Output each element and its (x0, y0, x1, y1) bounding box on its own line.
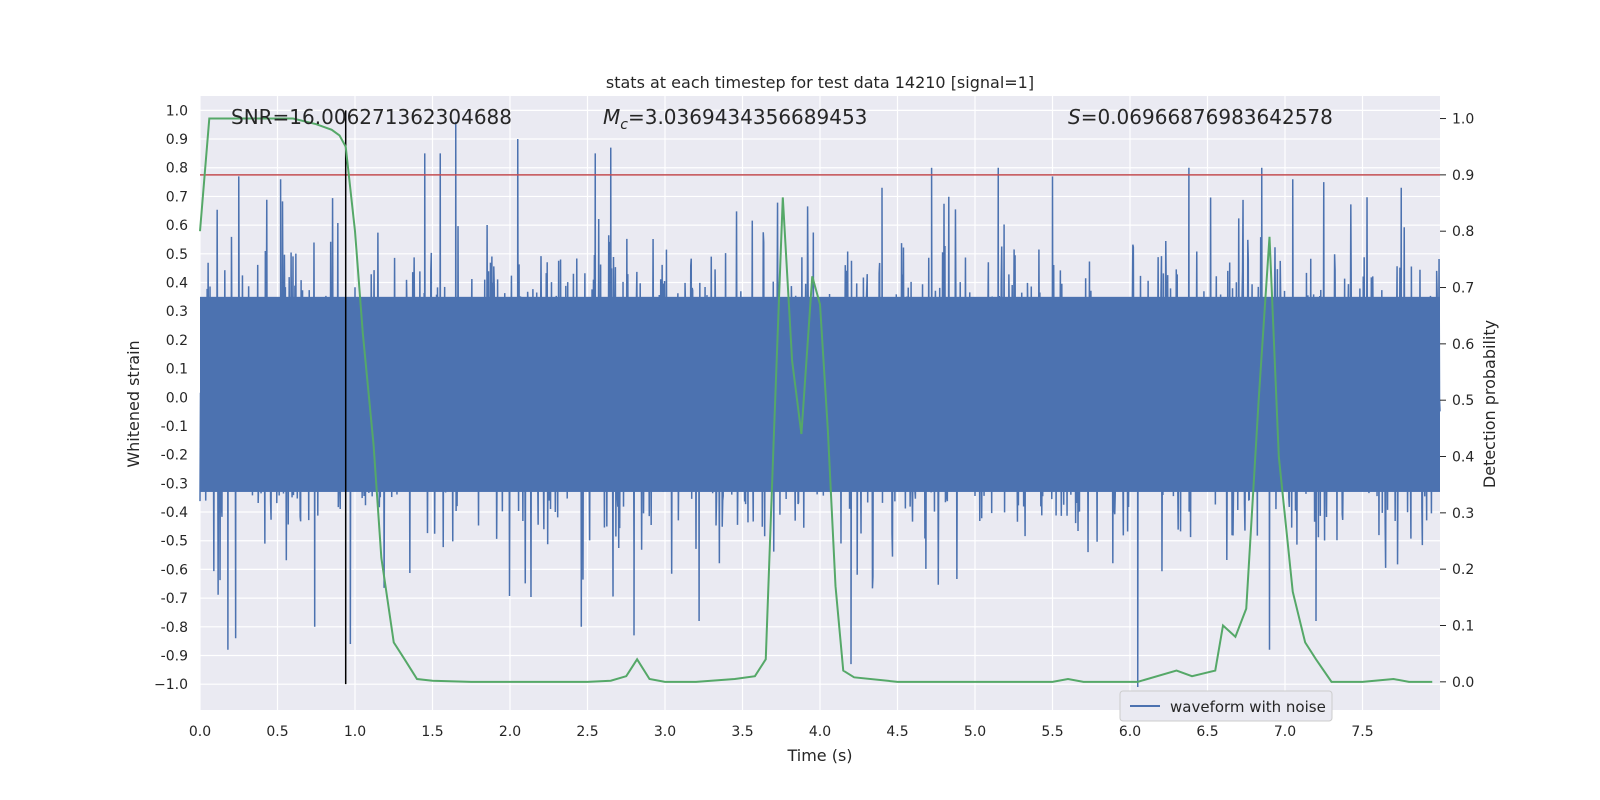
y-left-tick-label: 0.6 (166, 218, 188, 234)
probability-line (199, 117, 1433, 683)
x-tick-label: 5.0 (964, 724, 986, 740)
y-left-tick-label: 0.4 (166, 275, 188, 291)
y-left-tick-label: 0.0 (166, 390, 188, 406)
y-left-tick-label: -0.3 (161, 476, 188, 492)
y-left-tick-label: -0.5 (161, 534, 188, 550)
x-tick-label: 4.5 (886, 724, 908, 740)
x-tick-label: 7.0 (1274, 724, 1296, 740)
y-left-tick-label: -0.9 (161, 648, 188, 664)
y-left-tick-label: -0.8 (161, 620, 188, 636)
probability-series (199, 117, 1433, 683)
y-left-tick-label: −1.0 (154, 677, 188, 693)
y-left-tick-label: 1.0 (166, 103, 188, 119)
y-right-tick-label: 0.1 (1452, 619, 1474, 635)
x-axis-label: Time (s) (786, 746, 852, 765)
x-tick-label: 0.5 (266, 724, 288, 740)
x-tick-label: 4.0 (809, 724, 831, 740)
y-right-tick-label: 0.0 (1452, 675, 1474, 691)
legend-label: waveform with noise (1170, 698, 1326, 716)
x-tick-label: 3.0 (654, 724, 676, 740)
y-left-tick-label: 0.1 (166, 362, 188, 378)
y-axis-right-label: Detection probability (1480, 320, 1499, 488)
chirp-mass-annotation: Mc=3.0369434356689453 (603, 105, 867, 133)
y-axis-left-label: Whitened strain (124, 340, 143, 467)
y-left-tick-label: -0.7 (161, 591, 188, 607)
y-left-tick-label: 0.5 (166, 247, 188, 263)
x-tick-label: 3.5 (731, 724, 753, 740)
y-left-tick-label: 0.3 (166, 304, 188, 320)
x-tick-label: 6.5 (1196, 724, 1218, 740)
legend-box (1119, 690, 1333, 722)
x-tick-label: 7.5 (1351, 724, 1373, 740)
s-annotation: S=0.06966876983642578 (1068, 105, 1333, 129)
y-left-tick-label: 0.9 (166, 132, 188, 148)
y-left-tick-label: -0.4 (161, 505, 188, 521)
y-right-tick-label: 1.0 (1452, 112, 1474, 128)
x-tick-label: 5.5 (1041, 724, 1063, 740)
y-right-tick-label: 0.4 (1452, 450, 1474, 466)
y-axis-right-ticks: 1.0 0.9 0.8 0.7 0.6 0.5 0.4 0.3 0.2 0.1 0.0 (1440, 112, 1474, 691)
y-left-tick-label: 0.7 (166, 189, 188, 205)
y-left-tick-label: -0.1 (161, 419, 188, 435)
y-left-tick-label: 0.2 (166, 333, 188, 349)
x-tick-label: 2.5 (576, 724, 598, 740)
y-left-tick-label: 0.8 (166, 161, 188, 177)
y-right-tick-label: 0.3 (1452, 506, 1474, 522)
legend: waveform with noise (1119, 690, 1333, 722)
y-right-tick-label: 0.9 (1452, 168, 1474, 184)
y-left-tick-label: -0.2 (161, 448, 188, 464)
x-axis-ticks: 0.0 0.5 1.0 1.5 2.0 2.5 3.0 3.5 4.0 4.5 5.0 5.5 6.0 6… (189, 724, 1374, 740)
waveform-series (199, 121, 1441, 688)
y-right-tick-label: 0.2 (1452, 562, 1474, 578)
snr-annotation: SNR=16.006271362304688 (231, 105, 512, 129)
x-tick-label: 0.0 (189, 724, 211, 740)
x-tick-label: 1.5 (421, 724, 443, 740)
y-right-tick-label: 0.8 (1452, 224, 1474, 240)
x-tick-label: 2.0 (499, 724, 521, 740)
x-tick-label: 6.0 (1119, 724, 1141, 740)
y-left-tick-label: -0.6 (161, 562, 188, 578)
y-right-tick-label: 0.7 (1452, 281, 1474, 297)
x-tick-label: 1.0 (344, 724, 366, 740)
y-right-tick-label: 0.6 (1452, 337, 1474, 353)
waveform-core-band (200, 296, 1440, 492)
chart-title: stats at each timestep for test data 142… (606, 73, 1034, 92)
y-axis-left-ticks: 1.0 0.9 0.8 0.7 0.6 0.5 0.4 0.3 0.2 0.1 0.0 -0.1 -0.… (154, 103, 188, 693)
y-right-tick-label: 0.5 (1452, 393, 1474, 409)
